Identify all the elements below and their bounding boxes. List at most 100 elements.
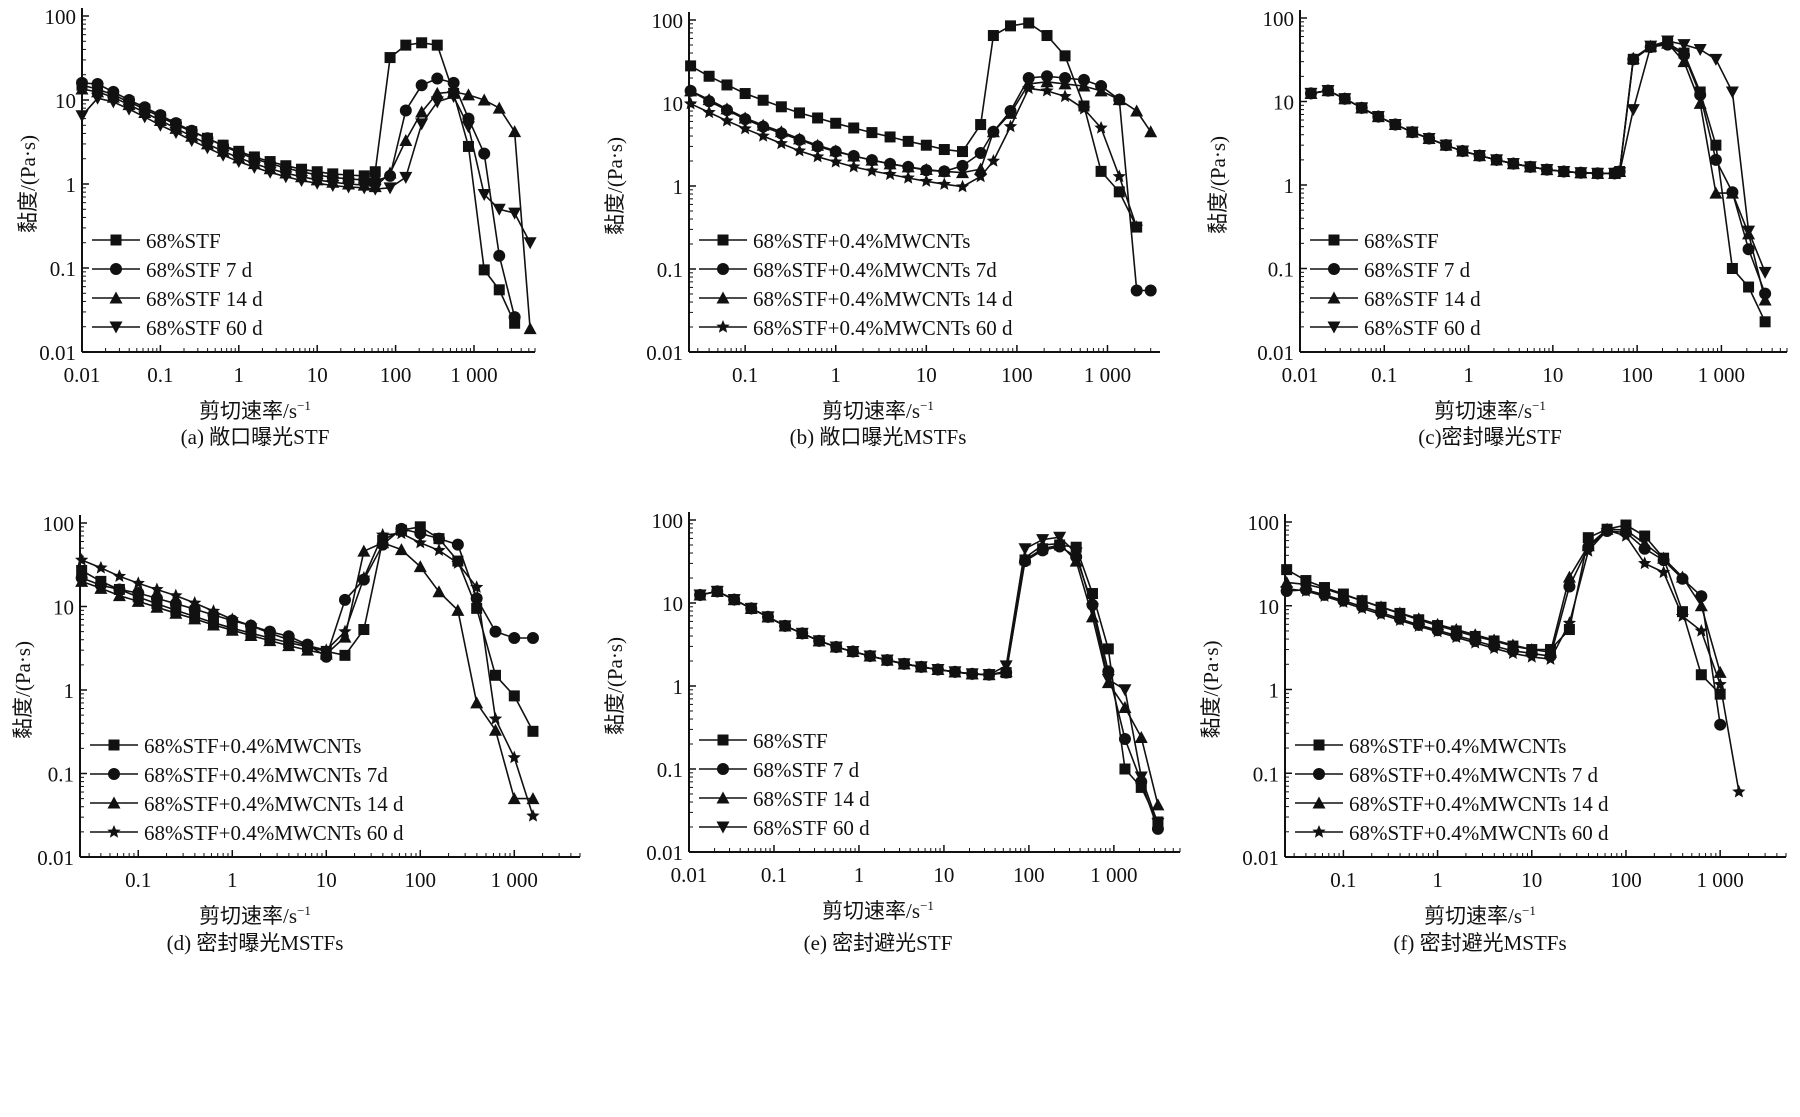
marker-triangle-down [727, 594, 741, 607]
marker-star [683, 96, 698, 110]
marker-circle [526, 631, 539, 644]
marker-triangle-up [1694, 599, 1708, 612]
marker-square [384, 52, 396, 64]
marker-triangle-down [399, 171, 413, 184]
marker-square [866, 127, 878, 139]
marker-triangle-up [1709, 186, 1723, 199]
marker-triangle-down [1355, 102, 1369, 115]
x-tick-label: 1 [854, 863, 865, 887]
legend-label: 68%STF+0.4%MWCNTs 14 d [753, 287, 1013, 311]
legend-item: 68%STF+0.4%MWCNTs 60 d [1295, 821, 1609, 845]
marker-star [94, 560, 108, 574]
marker-circle [415, 79, 428, 92]
marker-star [1130, 220, 1144, 233]
legend-label: 68%STF 60 d [1364, 316, 1481, 340]
marker-star [1022, 81, 1036, 94]
legend-item: 68%STF+0.4%MWCNTs 7d [699, 258, 997, 282]
marker-star [1058, 89, 1072, 103]
y-tick-label: 100 [43, 512, 75, 536]
marker-square [884, 131, 896, 143]
legend-label: 68%STF+0.4%MWCNTs 7d [144, 763, 388, 787]
marker-circle [478, 147, 491, 160]
marker-triangle-up [526, 792, 540, 805]
marker-star [1299, 584, 1313, 597]
marker-square [1059, 50, 1071, 62]
marker-square [1710, 139, 1722, 151]
marker-star [470, 580, 484, 593]
marker-triangle-down [91, 92, 105, 105]
marker-square [902, 135, 914, 147]
marker-square [721, 79, 733, 91]
marker-triangle-up [1077, 79, 1091, 92]
marker-triangle-up [523, 322, 537, 335]
x-tick-label: 100 [380, 363, 412, 387]
marker-triangle-up [263, 634, 277, 647]
x-axis-label-superscript: −1 [1532, 398, 1546, 413]
legend-label: 68%STF+0.4%MWCNTs [144, 734, 361, 758]
marker-triangle-down [342, 181, 356, 194]
marker-triangle-down [1371, 111, 1385, 124]
panel-caption: (d) 密封曝光MSTFs [167, 931, 344, 955]
marker-star [413, 535, 427, 549]
legend-item: 68%STF 60 d [699, 816, 870, 840]
marker-triangle-down [1338, 93, 1352, 106]
x-tick-label: 1 000 [450, 363, 497, 387]
series-line [1286, 530, 1721, 725]
marker-star [901, 171, 915, 184]
legend-label: 68%STF 60 d [146, 316, 263, 340]
marker-star [169, 588, 183, 602]
x-tick-label: 1 000 [491, 868, 538, 892]
marker-triangle-up [1393, 606, 1407, 619]
y-axis-label: 黏度/(Pa·s) [16, 135, 40, 233]
marker-square [110, 234, 122, 246]
series-square [1281, 519, 1726, 700]
y-tick-label: 1 [64, 679, 75, 703]
marker-triangle-down [914, 661, 928, 674]
marker-triangle-down [1540, 164, 1554, 177]
y-axis-label: 黏度/(Pa·s) [603, 637, 627, 735]
marker-circle [1130, 284, 1143, 297]
marker-star [1312, 825, 1326, 838]
marker-triangle-up [488, 723, 502, 736]
marker-circle [432, 532, 445, 545]
marker-square [489, 669, 501, 681]
marker-star [811, 149, 825, 163]
series-square [694, 539, 1164, 828]
marker-circle [132, 587, 145, 600]
marker-star [225, 612, 239, 626]
marker-star [394, 526, 409, 540]
series-star [1280, 523, 1746, 798]
marker-triangle-up [131, 594, 145, 607]
legend-item: 68%STF+0.4%MWCNTs 7 d [1295, 763, 1598, 787]
marker-square [848, 122, 860, 134]
marker-triangle-down [1456, 145, 1470, 158]
marker-triangle-down [279, 171, 293, 184]
marker-triangle-up [1299, 577, 1313, 590]
marker-triangle-down [1327, 321, 1341, 334]
x-axis-label-superscript: −1 [1522, 903, 1536, 918]
marker-star [702, 105, 716, 119]
marker-triangle-down [263, 166, 277, 179]
marker-star [738, 121, 752, 135]
x-tick-label: 10 [933, 863, 954, 887]
marker-star [847, 159, 861, 173]
marker-triangle-down [1490, 154, 1504, 167]
marker-star [1412, 619, 1426, 632]
marker-triangle-up [738, 111, 752, 124]
marker-star [376, 527, 390, 541]
marker-triangle-down [948, 666, 962, 679]
legend-label: 68%STF [1364, 229, 1439, 253]
marker-triangle-up [1487, 633, 1501, 646]
series-triangle-up [75, 536, 540, 805]
marker-triangle-down [710, 585, 724, 598]
chart-panel-f: 100 10 1 0.1 0.01 0.1 1 10 100 1 000 黏度/(Pa·s) 剪切速率… [1199, 511, 1787, 955]
marker-circle [1695, 590, 1708, 603]
marker-circle [451, 538, 464, 551]
marker-triangle-down [216, 149, 230, 162]
legend-item: 68%STF+0.4%MWCNTs [90, 734, 361, 758]
marker-square [416, 37, 428, 49]
x-tick-label: 10 [916, 363, 937, 387]
marker-square [793, 107, 805, 119]
marker-triangle-up [169, 606, 183, 619]
marker-triangle-down [461, 121, 475, 134]
